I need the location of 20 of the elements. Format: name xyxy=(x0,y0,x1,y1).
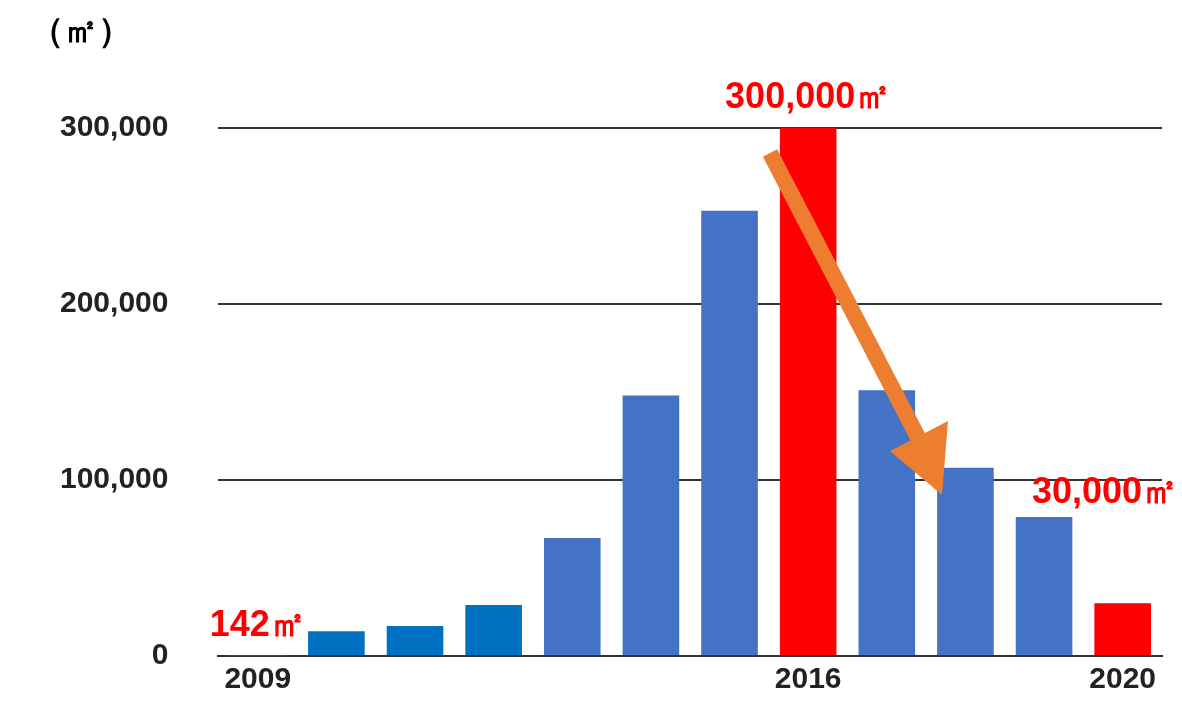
x-tick-label: 2009 xyxy=(224,661,292,695)
bar xyxy=(1015,516,1073,655)
x-tick-label: 2016 xyxy=(774,661,842,695)
y-axis-title: （㎡） xyxy=(30,10,132,51)
bar xyxy=(386,626,444,655)
data-label: 30,000㎡ xyxy=(1031,469,1178,511)
bar xyxy=(701,210,758,655)
y-tick-label: 0 xyxy=(151,637,169,671)
bar xyxy=(937,467,994,655)
y-tick-label: 200,000 xyxy=(59,285,169,319)
bar xyxy=(543,538,601,655)
y-tick-label: 100,000 xyxy=(59,461,169,495)
bar xyxy=(1094,603,1151,655)
x-tick-label: 2020 xyxy=(1089,661,1157,695)
y-tick-label: 300,000 xyxy=(59,109,169,143)
data-label: 142㎡ xyxy=(209,602,306,644)
bar xyxy=(308,631,365,655)
data-label: 300,000㎡ xyxy=(725,74,892,116)
bar xyxy=(465,604,522,655)
bar xyxy=(622,395,680,655)
